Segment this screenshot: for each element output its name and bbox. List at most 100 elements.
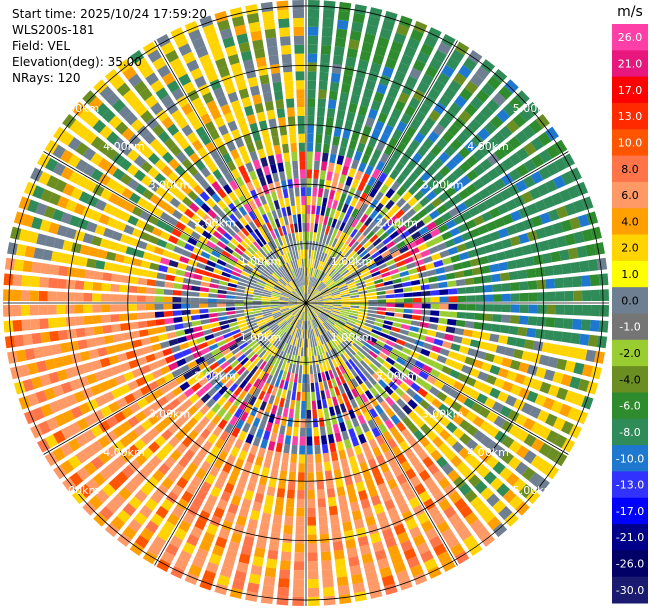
ppi-gate: [406, 37, 421, 50]
ppi-gate: [585, 243, 597, 257]
ppi-gate: [396, 23, 410, 37]
ppi-gate: [579, 333, 590, 346]
ppi-gate: [465, 286, 476, 294]
ppi-gate: [306, 160, 313, 170]
ppi-gate: [460, 210, 473, 221]
ppi-gate: [375, 160, 386, 172]
ppi-gate: [466, 304, 476, 311]
ppi-gate: [414, 339, 425, 347]
ppi-gate: [400, 113, 412, 125]
ppi-gate: [314, 300, 324, 303]
ppi-gate: [350, 303, 360, 306]
ppi-gate: [306, 222, 310, 232]
ppi-gate: [547, 384, 560, 398]
ppi-gate: [530, 455, 545, 470]
ppi-gate: [330, 144, 339, 155]
ppi-gate: [325, 319, 334, 327]
ppi-gate: [332, 259, 340, 269]
ppi-gate: [319, 233, 324, 243]
ppi-gate: [354, 170, 364, 181]
ppi-gate: [531, 438, 545, 452]
ppi-gate: [441, 257, 453, 266]
ppi-gate: [550, 343, 561, 355]
ppi-gate: [532, 340, 544, 352]
ppi-gate: [387, 49, 401, 62]
ppi-gate: [307, 276, 309, 286]
ppi-gate: [330, 72, 341, 83]
ppi-gate: [386, 298, 396, 303]
ppi-gate: [364, 195, 374, 206]
ppi-gate: [346, 319, 356, 325]
ppi-gate: [340, 310, 350, 315]
ppi-gate: [355, 221, 364, 231]
ppi-gate: [538, 166, 552, 180]
ppi-gate: [497, 391, 509, 403]
ppi-gate: [509, 235, 521, 247]
ppi-gate: [376, 310, 386, 315]
ppi-gate: [332, 303, 342, 305]
ppi-gate: [324, 254, 330, 264]
ppi-gate: [438, 317, 448, 325]
ppi-gate: [360, 237, 369, 246]
ppi-gate: [423, 95, 436, 108]
ppi-gate: [448, 388, 460, 400]
ppi-gate: [311, 196, 317, 206]
ppi-gate: [411, 314, 422, 321]
ppi-gate: [428, 323, 438, 330]
ppi-gate: [481, 383, 493, 395]
ppi-gate: [331, 311, 340, 316]
ppi-gate: [518, 281, 529, 291]
ppi-gate: [319, 215, 324, 225]
ppi-gate: [573, 290, 583, 302]
ppi-gate: [366, 259, 376, 267]
ppi-gate: [384, 285, 394, 290]
ppi-gate: [332, 199, 339, 210]
ppi-gate: [320, 287, 329, 294]
ppi-gate: [407, 331, 418, 339]
ppi-gate: [375, 241, 385, 251]
ppi-gate: [394, 100, 406, 112]
ppi-gate: [433, 379, 445, 390]
ppi-gate: [452, 262, 463, 271]
ppi-gate: [368, 296, 378, 300]
ppi-gate: [477, 224, 489, 235]
ppi-gate: [350, 197, 358, 208]
ppi-gate: [313, 259, 318, 269]
ppi-gate: [515, 179, 528, 193]
ppi-gate: [307, 44, 318, 54]
ppi-gate: [328, 236, 335, 246]
ppi-gate: [345, 56, 357, 68]
ppi-gate: [307, 8, 320, 19]
ppi-gate: [402, 319, 412, 325]
ppi-gate: [321, 310, 331, 315]
ppi-gate: [445, 186, 457, 198]
ppi-gate: [460, 385, 473, 396]
ppi-gate: [350, 131, 360, 142]
ppi-gate: [367, 292, 377, 297]
ppi-gate: [433, 338, 444, 347]
ppi-gate: [339, 287, 349, 292]
ppi-gate: [353, 325, 363, 331]
ppi-gate: [319, 285, 327, 292]
ppi-gate: [322, 308, 332, 313]
ppi-gate: [326, 280, 335, 288]
ppi-gate: [552, 371, 564, 384]
ppi-gate: [338, 211, 346, 222]
ppi-gate: [457, 372, 469, 383]
ppi-gate: [342, 271, 351, 279]
ppi-gate: [336, 263, 344, 272]
ppi-gate: [352, 255, 362, 264]
ppi-gate: [425, 190, 437, 202]
ppi-gate: [484, 397, 496, 409]
ppi-gate: [590, 366, 602, 380]
ppi-gate: [315, 269, 321, 279]
ppi-gate: [448, 303, 458, 310]
ppi-gate: [337, 283, 347, 289]
ppi-gate: [357, 59, 369, 71]
ppi-gate: [515, 258, 526, 269]
ppi-gate: [365, 319, 375, 325]
ppi-gate: [444, 238, 456, 248]
ppi-gate: [314, 299, 324, 302]
ppi-gate: [381, 328, 391, 335]
ppi-gate: [307, 71, 317, 81]
